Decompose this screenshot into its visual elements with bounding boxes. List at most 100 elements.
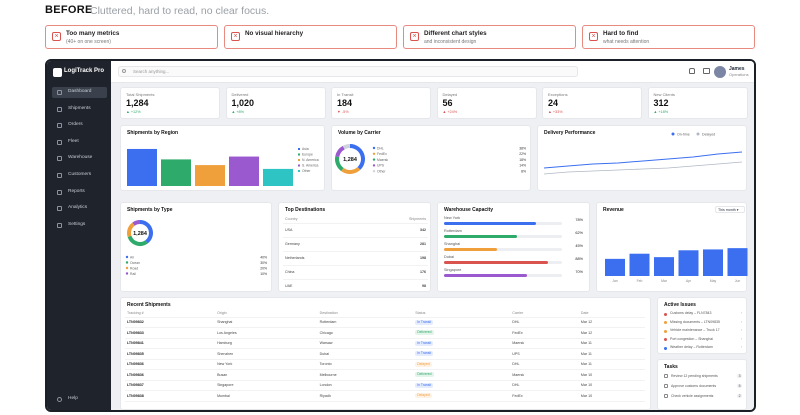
cell-text: Melbourne [319,372,337,377]
tracking-number: LTN09835 [127,351,144,356]
sidebar-item-shipments[interactable]: Shipments [52,104,107,115]
table-cell: Melbourne [317,369,414,381]
cell-text: Rotterdam [319,320,337,325]
table-row[interactable]: Netherlands 198 [283,251,428,266]
table-row[interactable]: LTN09835 Shenzhen Dubai In Transit UPS Mar 11 [125,348,645,360]
bell-icon[interactable] [689,68,695,74]
sidebar-item-reports[interactable]: Reports [52,187,107,198]
table-cell: Singapore [215,380,318,391]
nav-icon [57,156,62,162]
card-title: Active Issues [664,302,696,308]
table-cell: Los Angeles [215,327,318,339]
close-icon: × [410,32,419,41]
legend-label: Maersk [377,158,388,162]
before-title: BEFORE [45,4,93,16]
table-row[interactable]: LTN09838 Mumbai Riyadh Delayed FedEx Mar 10 [125,390,645,402]
donut-slice [335,145,345,158]
cell-text: Busan [217,372,228,377]
region-bar [195,165,225,186]
nav-icon [57,123,62,129]
sidebar-item-customers[interactable]: Customers [52,170,107,181]
kpi-card: Exceptions 24 ▲ +33% [542,87,642,119]
chevron-right-icon: › [740,336,742,341]
task-checkbox[interactable] [664,384,668,388]
kpi-delta: ▲ +33% [548,110,563,114]
kpi-label: Delayed [442,92,458,97]
cell-text: Mar 10 [580,372,593,377]
legend-label: Asia [302,147,309,151]
period-select[interactable]: This month ▾ [715,206,745,213]
table-row[interactable]: LTN09837 Singapore London In Transit DHL Mar … [125,380,645,391]
avatar[interactable] [714,66,726,78]
table-row[interactable]: LTN09832 Shanghai Rotterdam In Transit DHL Ma… [125,317,645,328]
cell-text: Mar 12 [580,320,593,325]
legend-label: Europe [302,153,313,157]
table-row[interactable]: LTN09833 Los Angeles Chicago Delivered FedEx… [125,327,645,339]
table-cell: In Transit [413,338,511,349]
issue-item[interactable]: Port congestion – Shanghai [670,336,714,341]
donut-center: 1,284 [343,157,358,163]
sidebar-item-warehouse[interactable]: Warehouse [52,153,107,164]
revenue-bar [605,258,625,276]
warehouse-pct: 45% [575,244,583,248]
month-label: May [710,279,717,283]
sidebar-item-label: Dashboard [68,89,92,94]
app-name: LogiTrack Pro [64,68,105,74]
table-cell: UPS [510,348,579,360]
table-row[interactable]: LTN09841 Hamburg Warsaw In Transit Maersk Mar… [125,338,645,349]
table-cell: Busan [215,369,318,381]
sidebar-item-orders[interactable]: Orders [52,120,107,131]
warehouse-name: Shanghai [444,242,461,246]
chevron-right-icon: › [740,328,742,332]
sidebar-item-dashboard[interactable]: Dashboard [52,87,107,98]
issue-item[interactable]: Vehicle maintenance – Truck 17 [670,328,720,332]
warehouse-name: New York [444,216,461,220]
table-row[interactable]: LTN09836 Busan Melbourne Delivered Maersk Mar… [125,369,645,381]
legend-dot [372,146,376,150]
table-row[interactable]: China 176 [283,265,428,280]
cell-text: DHL [512,362,520,367]
sidebar-item-help[interactable]: Help [52,394,107,405]
table-row[interactable]: Germany 281 [283,237,428,252]
card-title: Shipments by Region [127,130,179,136]
message-icon[interactable] [703,68,710,74]
legend-dot [372,170,376,173]
sidebar-item-fleet[interactable]: Fleet [52,137,107,148]
legend-value: 10% [260,272,267,276]
task-checkbox[interactable] [664,394,668,398]
legend-value: 20% [260,266,267,270]
table-cell: LTN09837 [125,380,216,391]
cell-text: Mar 11 [580,351,592,356]
revenue-bar [703,249,723,276]
issue-item[interactable]: Weather delay – Rotterdam [670,345,713,349]
table-row[interactable]: LTN09836 New York Toronto Delayed DHL Mar 11 [125,359,645,370]
search-input[interactable]: Search anything... [118,66,578,77]
legend-value: 14% [519,164,526,168]
sidebar-item-analytics[interactable]: Analytics [52,203,107,214]
tracking-number: LTN09837 [127,383,144,388]
revenue-bar [654,257,674,276]
table-header: Country Shipments [283,215,428,224]
table-row[interactable]: USA 342 [283,223,428,238]
cell-text: Hamburg [217,341,232,346]
capacity-fill [444,235,518,238]
table-cell: LTN09835 [125,348,216,360]
status-badge: In Transit [415,382,434,388]
issue-item[interactable]: Missing documents – LTN09835 [670,319,720,324]
capacity-fill [444,274,527,277]
cell-text: Shanghai [217,320,233,325]
issue-dot [664,321,667,324]
legend-label: N. America [302,158,319,162]
column-header: Carrier [510,309,579,318]
task-checkbox[interactable] [664,374,668,378]
carrier-chart: 1,284 DHL 38% FedEx 22% Maersk 18% UPS 14% Other 8… [335,144,526,174]
issue-item[interactable]: Customs delay – FLN7843 [670,311,712,315]
month-label: Jan [612,279,618,283]
sidebar-item-settings[interactable]: Settings [52,220,107,231]
issue-dot [664,346,667,350]
table-cell: Warsaw [317,338,414,349]
legend-label: FedEx [377,152,387,156]
legend-delayed: Delayed [702,133,715,137]
table-row[interactable]: UAE 98 [283,279,428,294]
